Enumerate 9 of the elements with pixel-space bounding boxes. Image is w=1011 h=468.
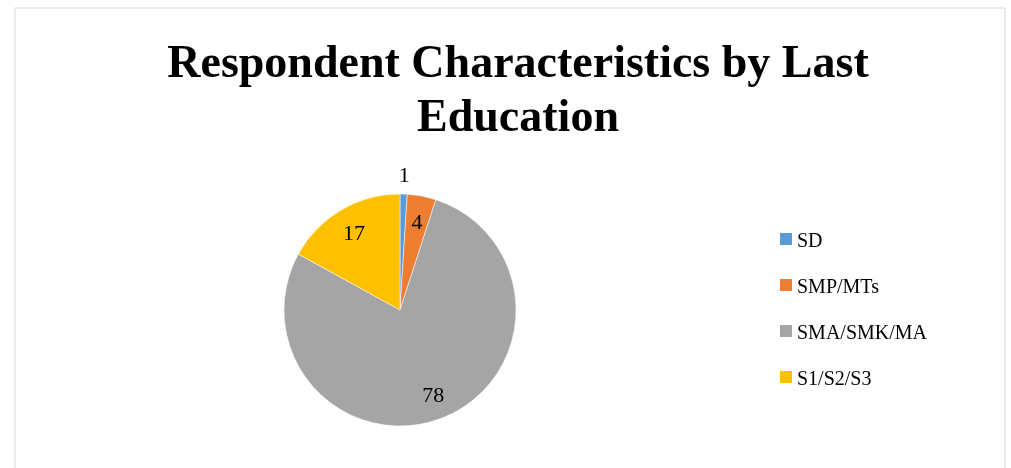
chart-title: Respondent Characteristics by Last Education [167,36,870,141]
legend-label: SMA/SMK/MA [797,321,928,343]
legend-label: S1/S2/S3 [797,367,872,389]
data-label: 4 [411,208,423,234]
data-label: 1 [398,161,410,187]
data-label: 17 [342,219,365,245]
data-label: 78 [422,381,445,407]
legend-label: SD [797,229,823,251]
legend-label: SMP/MTs [797,275,880,297]
